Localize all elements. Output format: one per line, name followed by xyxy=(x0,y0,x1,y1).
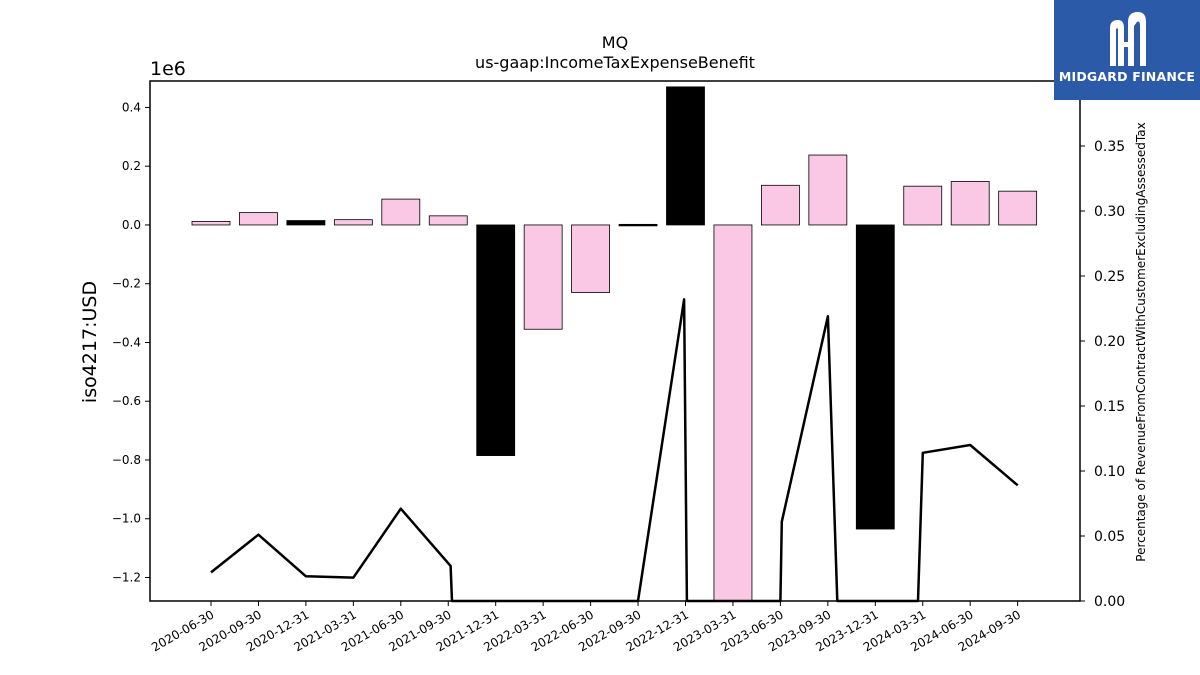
y-tick-label: −0.6 xyxy=(112,394,141,408)
bar xyxy=(523,224,563,330)
logo-text: MIDGARD FINANCE xyxy=(1058,69,1196,84)
y2-tick-label: 0.15 xyxy=(1094,399,1125,415)
y2-tick-label: 0.00 xyxy=(1094,594,1125,610)
y2-axis-ticks: 0.35 0.30 0.25 0.20 0.15 0.10 0.05 0.00 xyxy=(1080,139,1125,610)
y-axis-offset-label: 1e6 xyxy=(150,58,186,80)
line-series xyxy=(210,298,1019,603)
bar xyxy=(903,185,943,226)
y-tick-label: −1.2 xyxy=(112,570,141,584)
y2-tick-label: 0.30 xyxy=(1094,204,1125,220)
y-axis-ticks: 0.4 0.2 0.0 −0.2 −0.4 −0.6 −0.8 −1.0 −1.2 xyxy=(112,100,150,584)
chart-subtitle: us-gaap:IncomeTaxExpenseBenefit xyxy=(475,53,755,72)
y-tick-label: 0.0 xyxy=(122,218,141,232)
chart-title: MQ xyxy=(602,33,628,52)
y-tick-label: −0.2 xyxy=(112,277,141,291)
bar xyxy=(286,220,326,226)
bar xyxy=(808,154,848,226)
x-axis-ticks: 2020-06-302020-09-302020-12-312021-03-31… xyxy=(149,601,1023,654)
bar xyxy=(950,181,990,226)
y2-axis-label: Percentage of RevenueFromContractWithCus… xyxy=(1134,122,1148,561)
y-tick-label: −1.0 xyxy=(112,512,141,526)
y-tick-label: 0.2 xyxy=(122,159,141,173)
percentage-line xyxy=(210,298,1019,603)
bar xyxy=(191,221,231,226)
midgard-logo-icon xyxy=(1110,12,1146,66)
y2-tick-label: 0.20 xyxy=(1094,334,1125,350)
bar xyxy=(855,224,895,530)
bar xyxy=(571,224,610,293)
y-tick-label: −0.4 xyxy=(112,335,141,349)
bar xyxy=(761,184,800,226)
y2-tick-label: 0.10 xyxy=(1094,464,1125,480)
bar xyxy=(618,223,658,227)
y-axis-label: iso4217:USD xyxy=(79,281,101,403)
bar xyxy=(428,215,468,226)
y2-tick-label: 0.35 xyxy=(1094,139,1125,155)
bar xyxy=(239,212,278,226)
bar xyxy=(666,86,705,226)
bar xyxy=(476,224,516,456)
brand-logo: MIDGARD FINANCE xyxy=(1054,0,1200,100)
plot-frame xyxy=(149,80,1081,602)
y2-tick-label: 0.25 xyxy=(1094,269,1125,285)
bar xyxy=(998,190,1038,226)
y2-tick-label: 0.05 xyxy=(1094,529,1125,545)
bar xyxy=(713,224,753,602)
bar xyxy=(381,198,421,226)
bar-series xyxy=(191,86,1038,602)
bar xyxy=(333,219,373,226)
y-tick-label: 0.4 xyxy=(122,100,141,114)
y-tick-label: −0.8 xyxy=(112,453,141,467)
